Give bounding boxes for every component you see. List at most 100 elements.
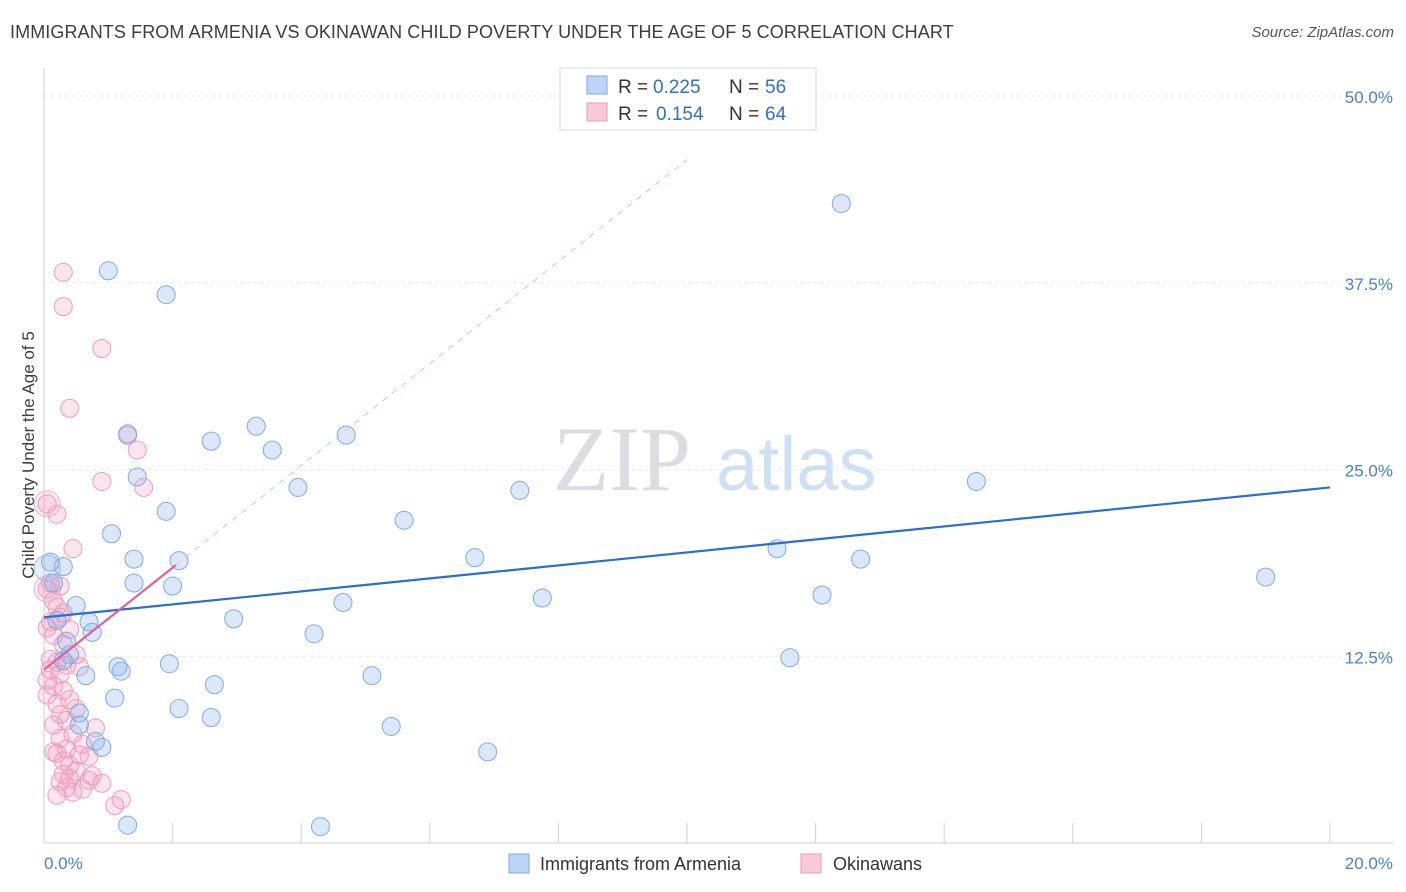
okinawans-point-41: [73, 734, 93, 754]
armenia-point-31: [246, 416, 266, 436]
bottom-legend-swatch-blue: [508, 853, 530, 874]
armenia-point-51: [1256, 567, 1276, 587]
okinawans-point-9: [47, 504, 67, 524]
armenia-point-29: [201, 708, 221, 728]
armenia-point-48: [831, 194, 851, 214]
armenia-point-10: [92, 737, 112, 757]
okinawans-point-3: [60, 398, 80, 418]
armenia-point-46: [780, 648, 800, 668]
okinawans-point-38: [85, 718, 105, 738]
gridlines: [44, 95, 1394, 657]
y-tick-labels: 12.5% 25.0% 37.5% 50.0%: [1345, 88, 1393, 667]
legend-r-label-1: R =: [618, 77, 648, 98]
armenia-point-21: [156, 285, 176, 305]
okinawans-point-60: [92, 773, 112, 793]
legend-box: R = 0.225 N = 56 R = 0.154 N = 64: [559, 67, 817, 131]
armenia-point-34: [304, 624, 324, 644]
armenia-point-49: [851, 549, 871, 569]
okinawans-point-59: [105, 796, 125, 816]
okinawans-point-61: [44, 742, 64, 762]
chart-title: IMMIGRANTS FROM ARMENIA VS OKINAWAN CHIL…: [10, 22, 954, 42]
okinawans-point-19: [37, 618, 57, 638]
armenia-point-33: [288, 477, 308, 497]
armenia-point-12: [98, 261, 118, 281]
bottom-legend-swatch-pink: [800, 853, 822, 874]
y-tick-label-3: 50.0%: [1345, 88, 1393, 107]
watermark-zip: ZIP: [553, 408, 691, 510]
legend-n-label-1: N =: [729, 77, 759, 98]
y-tick-label-1: 25.0%: [1345, 462, 1393, 481]
trend-line-armenia: [43, 486, 1331, 619]
okinawans-point-56: [57, 778, 77, 798]
armenia-point-7: [76, 666, 96, 686]
armenia-point-18: [105, 688, 125, 708]
watermark: ZIP atlas: [553, 408, 877, 510]
armenia-point-42: [478, 742, 498, 762]
trend-line-okinawans: [43, 564, 177, 671]
legend-swatch-pink: [586, 102, 608, 122]
armenia-point-47: [812, 585, 832, 605]
armenia-point-22: [156, 501, 176, 521]
armenia-point-52: [47, 610, 67, 630]
y-axis-label: Child Poverty Under the Age of 5: [19, 331, 38, 579]
armenia-point-2: [66, 595, 86, 615]
armenia-point-40: [394, 510, 414, 530]
armenia-point-16: [127, 467, 147, 487]
bottom-legend-label-armenia: Immigrants from Armenia: [540, 854, 742, 874]
armenia-point-30: [224, 609, 244, 629]
armenia-point-17: [124, 573, 144, 593]
armenia-point-14: [124, 549, 144, 569]
series-okinawans: [33, 262, 154, 816]
armenia-point-24: [163, 576, 183, 596]
bottom-legend: Immigrants from Armenia Okinawans: [508, 853, 922, 874]
y-tick-label-2: 37.5%: [1345, 275, 1393, 294]
armenia-point-27: [201, 431, 221, 451]
legend-r-value-1: 0.225: [653, 77, 701, 98]
axes: [43, 68, 1394, 844]
x-tick-label-1: 20.0%: [1345, 854, 1393, 873]
trend-lines: [43, 159, 1331, 671]
armenia-point-28: [204, 675, 224, 695]
legend-n-label-2: N =: [729, 104, 759, 125]
armenia-point-1: [44, 573, 64, 593]
okinawans-cluster-0: [33, 490, 61, 518]
armenia-point-25: [159, 654, 179, 674]
armenia-point-41: [465, 548, 485, 568]
okinawans-point-57: [47, 785, 67, 805]
armenia-point-55: [118, 815, 138, 835]
armenia-point-13: [118, 425, 138, 445]
okinawans-point-2: [92, 338, 112, 358]
armenia-point-39: [381, 716, 401, 736]
armenia-point-20: [108, 657, 128, 677]
okinawans-point-42: [57, 739, 77, 759]
armenia-point-43: [510, 480, 530, 500]
armenia-point-35: [310, 817, 330, 837]
okinawans-point-5: [127, 440, 147, 460]
legend-swatch-blue: [586, 75, 608, 95]
series-armenia: [33, 194, 1276, 837]
watermark-atlas: atlas: [716, 422, 877, 507]
armenia-point-32: [262, 440, 282, 460]
armenia-point-44: [532, 588, 552, 608]
okinawans-point-23: [66, 645, 86, 665]
bottom-legend-label-okinawans: Okinawans: [833, 854, 922, 874]
armenia-point-37: [333, 592, 353, 612]
legend-r-label-2: R =: [618, 104, 648, 125]
okinawans-point-43: [47, 743, 67, 763]
armenia-point-26: [169, 699, 189, 719]
legend-r-value-2: 0.154: [656, 104, 704, 125]
y-tick-label-0: 12.5%: [1345, 648, 1393, 667]
legend-n-value-1: 56: [765, 77, 786, 98]
okinawans-point-7: [134, 477, 154, 497]
okinawans-point-10: [63, 539, 83, 559]
armenia-point-11: [69, 715, 89, 735]
armenia-point-36: [336, 425, 356, 445]
armenia-point-38: [362, 666, 382, 686]
armenia-point-50: [966, 471, 986, 491]
x-tick-labels: 0.0% 20.0%: [44, 854, 1393, 873]
x-tick-label-0: 0.0%: [44, 854, 83, 873]
okinawans-point-0: [53, 262, 73, 282]
armenia-point-15: [102, 524, 122, 544]
okinawans-point-1: [53, 297, 73, 317]
